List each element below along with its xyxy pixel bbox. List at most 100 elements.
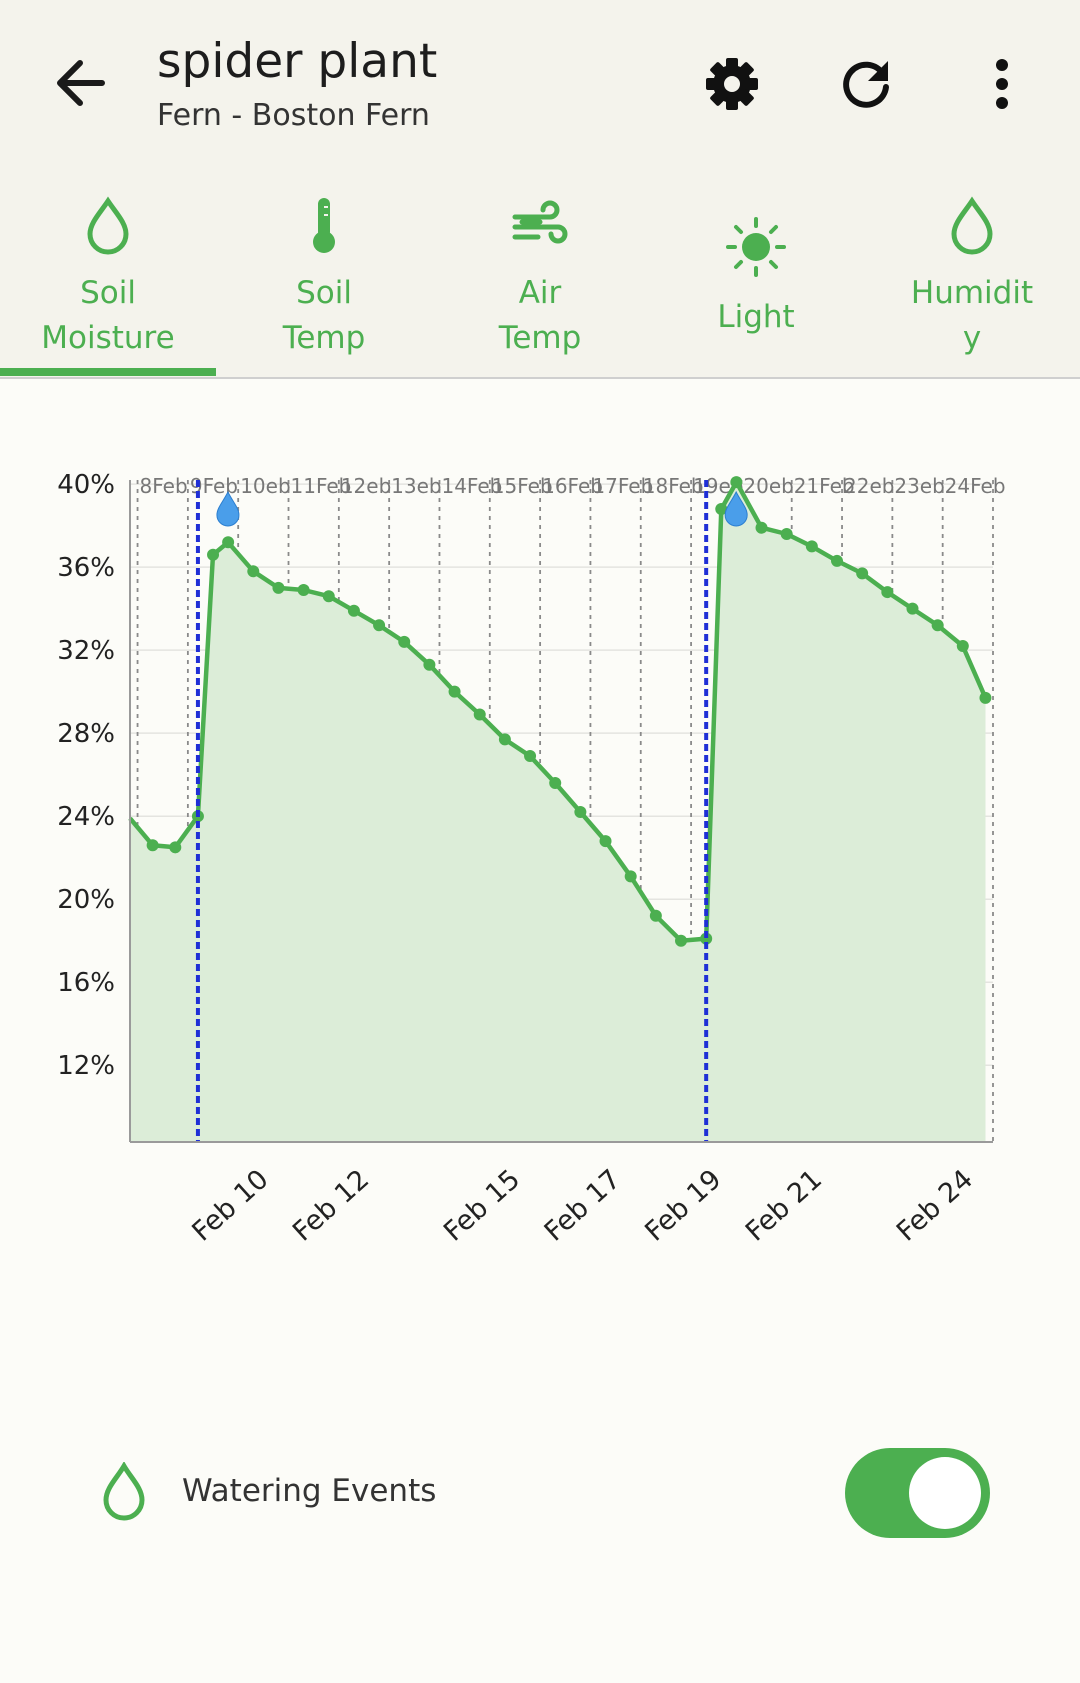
data-point [574,806,587,819]
data-point [755,521,768,534]
x-tick-label: Feb 21 [740,1164,828,1248]
data-point [675,934,688,947]
tab-label: Moisture [41,320,175,356]
soil-moisture-chart: 40%36%32%28%24%20%16%12%8Feb 9Feb 10eb 11Fe… [57,470,1006,1248]
tab-soil-temp[interactable]: Soil Temp [216,165,432,375]
tab-humidity[interactable]: Humidit y [864,165,1080,375]
data-point [169,841,182,854]
data-point [146,839,159,852]
top-tick-label: 8Feb [140,474,188,498]
tab-label: Light [717,299,795,335]
water-drop-icon [87,196,129,255]
data-point [624,870,637,883]
top-tick-label: 17Feb [592,474,653,498]
sensor-tabs: Soil Moisture Soil Temp Air Temp [0,165,1080,379]
y-tick-label: 16% [57,968,115,998]
refresh-icon[interactable] [834,52,898,116]
data-point [423,658,436,671]
data-point [649,909,662,922]
data-point [931,619,944,632]
thermometer-icon [313,198,335,253]
top-tick-label: 20eb [743,474,793,498]
data-point [398,635,411,648]
water-drop-icon [951,196,993,255]
page-subtitle: Fern - Boston Fern [157,98,430,133]
y-tick-label: 24% [57,802,115,832]
tab-label: Humidit [910,275,1034,311]
top-tick-label: 10eb [240,474,290,498]
watering-drop-icon [724,490,748,527]
data-point [524,750,537,763]
page-title: spider plant [157,34,438,89]
tab-label: y [962,320,982,356]
y-tick-label: 20% [57,885,115,915]
tab-light[interactable]: Light [648,165,864,375]
tab-label: Temp [282,320,366,356]
top-tick-label: 15Feb [492,474,553,498]
data-point [599,835,612,848]
data-point [549,776,562,789]
gear-icon[interactable] [700,52,764,116]
watering-events-toggle[interactable] [845,1448,990,1538]
drop-shape [216,490,240,527]
wind-icon [512,200,568,244]
data-point [347,604,360,617]
more-vert-icon[interactable] [970,52,1034,116]
top-tick-label: 23eb [894,474,944,498]
data-point [272,581,285,594]
data-point [498,733,511,746]
data-point [322,590,335,603]
data-point [730,476,743,489]
top-tick-label: 18Feb [643,474,704,498]
top-tick-label: 13eb [391,474,441,498]
top-tick-label: 21Feb [794,474,855,498]
x-tick-label: Feb 17 [539,1164,627,1248]
data-point [805,540,818,553]
data-point [297,583,310,596]
y-tick-label: 28% [57,719,115,749]
back-arrow-icon[interactable] [50,50,110,116]
app-bar: spider plant Fern - Boston Fern [0,0,1080,165]
data-point [831,554,844,567]
moisture-area [130,482,986,1143]
data-point [979,691,992,704]
top-tick-label: 11Feb [291,474,352,498]
top-tick-label: 12eb [341,474,391,498]
top-tick-label: 22eb [844,474,894,498]
data-point [473,708,486,721]
data-point [207,548,220,561]
sun-icon [726,217,786,277]
data-point [700,932,713,945]
tab-label: Air [518,275,562,311]
data-point [956,640,969,653]
watering-drop-icon [216,490,240,527]
y-tick-label: 32% [57,636,115,666]
data-point [780,527,793,540]
data-point [448,685,461,698]
x-tick-label: Feb 24 [891,1164,979,1248]
data-point [856,567,869,580]
x-tick-label: Feb 12 [287,1164,375,1248]
x-tick-label: Feb 10 [186,1164,274,1248]
y-tick-label: 40% [57,470,115,500]
toggle-knob [909,1457,981,1529]
top-tick-label: 16Feb [542,474,603,498]
data-point [373,619,386,632]
x-tick-label: Feb 19 [639,1164,727,1248]
y-tick-label: 36% [57,553,115,583]
y-tick-label: 12% [57,1051,115,1081]
tab-label: Temp [498,320,582,356]
top-tick-label: 24Feb [945,474,1006,498]
water-drop-icon [103,1462,145,1521]
tab-soil-moisture[interactable]: Soil Moisture [0,165,216,375]
tab-label: Soil [296,275,352,311]
data-point [906,602,919,615]
data-point [222,536,235,549]
watering-events-label: Watering Events [182,1473,437,1509]
selected-tab-indicator [0,368,216,376]
data-point [247,565,260,578]
top-tick-label: 14Feb [441,474,502,498]
tab-label: Soil [80,275,136,311]
x-tick-label: Feb 15 [438,1164,526,1248]
tab-air-temp[interactable]: Air Temp [432,165,648,375]
